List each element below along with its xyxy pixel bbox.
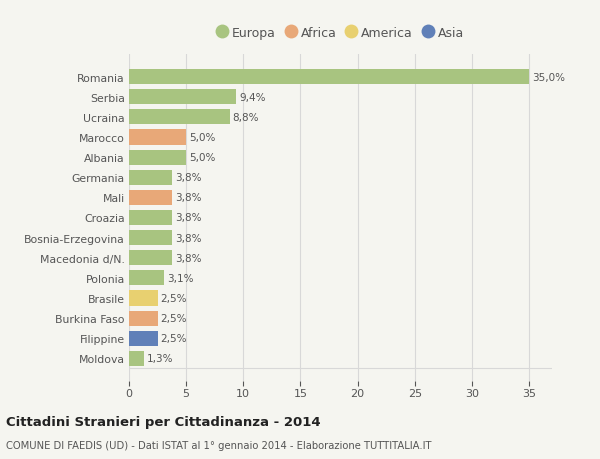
Text: Cittadini Stranieri per Cittadinanza - 2014: Cittadini Stranieri per Cittadinanza - 2… bbox=[6, 415, 320, 428]
Text: 9,4%: 9,4% bbox=[239, 93, 266, 102]
Text: 35,0%: 35,0% bbox=[532, 73, 565, 83]
Bar bbox=[129, 110, 230, 125]
Bar bbox=[129, 130, 186, 145]
Text: 3,8%: 3,8% bbox=[175, 213, 202, 223]
Text: COMUNE DI FAEDIS (UD) - Dati ISTAT al 1° gennaio 2014 - Elaborazione TUTTITALIA.: COMUNE DI FAEDIS (UD) - Dati ISTAT al 1°… bbox=[6, 440, 431, 450]
Text: 5,0%: 5,0% bbox=[189, 153, 215, 163]
Bar bbox=[129, 150, 186, 165]
Text: 3,8%: 3,8% bbox=[175, 173, 202, 183]
Legend: Europa, Africa, America, Asia: Europa, Africa, America, Asia bbox=[212, 22, 469, 45]
Bar bbox=[129, 190, 172, 206]
Bar bbox=[129, 351, 144, 366]
Text: 1,3%: 1,3% bbox=[147, 353, 173, 364]
Text: 5,0%: 5,0% bbox=[189, 133, 215, 143]
Bar bbox=[129, 331, 158, 346]
Text: 3,8%: 3,8% bbox=[175, 233, 202, 243]
Bar bbox=[129, 251, 172, 266]
Text: 2,5%: 2,5% bbox=[160, 334, 187, 343]
Bar bbox=[129, 211, 172, 225]
Text: 3,1%: 3,1% bbox=[167, 273, 194, 283]
Bar bbox=[129, 271, 164, 286]
Bar bbox=[129, 170, 172, 185]
Bar bbox=[129, 291, 158, 306]
Text: 8,8%: 8,8% bbox=[232, 112, 259, 123]
Bar bbox=[129, 311, 158, 326]
Bar bbox=[129, 230, 172, 246]
Bar bbox=[129, 90, 236, 105]
Text: 2,5%: 2,5% bbox=[160, 293, 187, 303]
Bar bbox=[129, 70, 529, 85]
Text: 3,8%: 3,8% bbox=[175, 253, 202, 263]
Text: 3,8%: 3,8% bbox=[175, 193, 202, 203]
Text: 2,5%: 2,5% bbox=[160, 313, 187, 324]
